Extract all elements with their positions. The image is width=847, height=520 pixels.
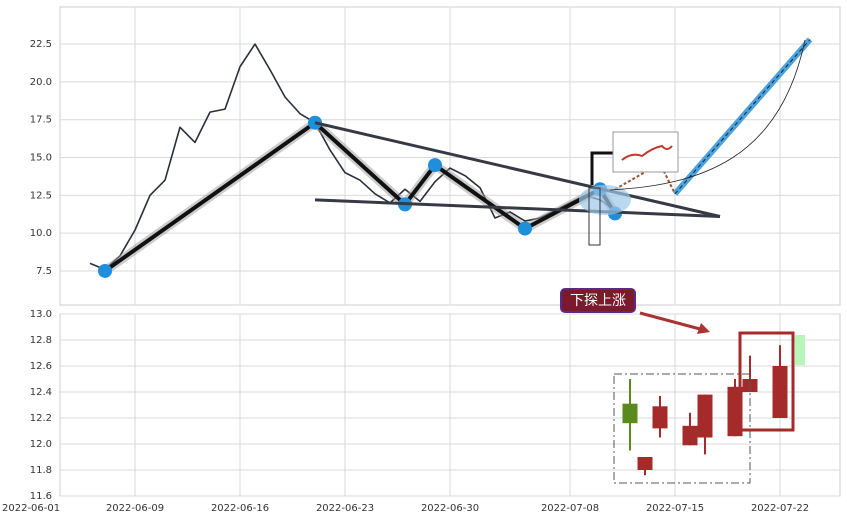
point (98, 263, 112, 278)
projection-dash (674, 39, 811, 195)
line (89, 43, 616, 271)
y-tick-label: 12.0 (30, 439, 52, 450)
red-box (738, 331, 795, 432)
candle-body (622, 403, 638, 424)
candle-body (652, 406, 668, 429)
x-tick-label: 2022-06-30 (421, 503, 479, 514)
y-tick-label: 15.0 (30, 153, 52, 164)
y-tick-label: 10.0 (30, 228, 52, 239)
y-tick-label: 12.2 (30, 413, 52, 424)
candle-body (637, 457, 653, 470)
highlight (579, 185, 631, 215)
y-tick-label: 12.8 (30, 335, 52, 346)
point (428, 158, 442, 173)
line (314, 198, 721, 219)
x-tick-label: 2022-07-08 (541, 503, 599, 514)
candle-body (772, 366, 788, 418)
bracket (590, 151, 615, 185)
sleigh (621, 144, 673, 161)
green-box (795, 335, 805, 365)
y-tick-label: 20.0 (30, 77, 52, 88)
annotation: 下探上涨 (570, 293, 626, 309)
annotation-box (560, 288, 636, 313)
y-tick-label: 17.5 (30, 115, 52, 126)
candle-body (682, 425, 698, 446)
y-tick-label: 12.4 (30, 387, 52, 398)
line (314, 121, 721, 218)
y-tick-label: 13.0 (30, 309, 52, 320)
y-tick-label: 11.8 (30, 465, 52, 476)
dash-box (613, 373, 751, 484)
y-tick-label: 12.5 (30, 190, 52, 201)
x-tick-label: 2022-06-16 (211, 503, 269, 514)
x-tick-label: 2022-06-01 (2, 503, 60, 514)
arrow-head (697, 323, 710, 334)
x-tick-label: 2022-07-22 (751, 503, 809, 514)
candle-body (697, 394, 713, 438)
curve (609, 39, 806, 191)
x-tick-label: 2022-07-15 (646, 503, 704, 514)
y-tick-label: 7.5 (36, 266, 52, 277)
marker-box (588, 187, 601, 246)
y-tick-label: 11.6 (30, 491, 52, 502)
y-tick-label: 22.5 (30, 39, 52, 50)
image-box (612, 131, 679, 173)
x-tick-label: 2022-06-23 (316, 503, 374, 514)
y-tick-label: 12.6 (30, 361, 52, 372)
x-tick-label: 2022-06-09 (106, 503, 164, 514)
arrow (639, 311, 701, 331)
point (518, 221, 532, 236)
